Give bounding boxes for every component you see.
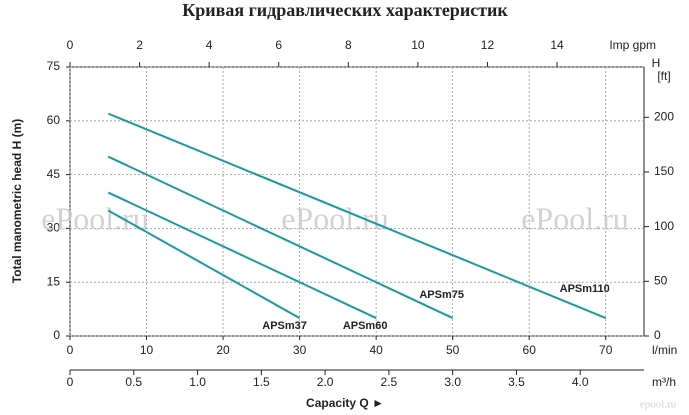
bottom2-tick-label: 1.5 xyxy=(253,375,270,389)
bottom2-tick-label: 0 xyxy=(67,375,74,389)
x-tick-label: 70 xyxy=(599,343,613,357)
x-tick-label: 60 xyxy=(523,343,537,357)
series-line xyxy=(107,191,377,319)
y-tick-label: 45 xyxy=(47,167,61,181)
top-tick-label: 4 xyxy=(206,38,213,52)
bottom2-tick-label: 2.5 xyxy=(381,375,398,389)
plot-frame xyxy=(69,66,645,337)
top-tick-label: 6 xyxy=(275,38,282,52)
top-tick-label: 14 xyxy=(550,38,564,52)
right-tick-label: 50 xyxy=(654,273,668,287)
bottom-axis2-label: m³/h xyxy=(652,375,676,389)
top-tick-label: 2 xyxy=(136,38,143,52)
top-tick-label: 10 xyxy=(411,38,425,52)
series-label: APSm110 xyxy=(560,283,610,295)
bottom2-tick-label: 3.5 xyxy=(508,375,525,389)
watermark: ePool.ru xyxy=(521,200,629,236)
x-tick-label: 20 xyxy=(216,343,230,357)
series-line xyxy=(107,155,454,319)
right-tick-label: 200 xyxy=(654,109,674,123)
x-tick-label: 30 xyxy=(293,343,307,357)
x-tick-label: 50 xyxy=(446,343,460,357)
x-tick-label: 40 xyxy=(369,343,383,357)
bottom2-tick-label: 0.5 xyxy=(125,375,142,389)
chart-title: Кривая гидравлических характеристик xyxy=(182,0,508,20)
x-unit-label: l/min xyxy=(652,343,677,357)
bottom2-tick-label: 1.0 xyxy=(189,375,206,389)
series-label: APSm60 xyxy=(343,320,388,332)
right-axis-label: H xyxy=(652,56,661,70)
x-axis-label: Capacity Q ► xyxy=(306,396,384,410)
series-label: APSm37 xyxy=(262,320,307,332)
bottom2-tick-label: 3.0 xyxy=(444,375,461,389)
y-axis-label: Total manometric head H (m) xyxy=(10,119,24,283)
top-tick-label: 8 xyxy=(345,38,352,52)
watermark: epool.ru xyxy=(640,399,677,411)
y-tick-label: 15 xyxy=(47,274,61,288)
bottom2-tick-label: 2.0 xyxy=(317,375,334,389)
watermark: ePool.ru xyxy=(41,200,149,236)
top-tick-label: 0 xyxy=(67,38,74,52)
y-tick-label: 0 xyxy=(53,328,60,342)
x-tick-label: 0 xyxy=(67,343,74,357)
series-label: APSm75 xyxy=(419,289,464,301)
right-tick-label: 0 xyxy=(654,328,661,342)
y-tick-label: 75 xyxy=(47,59,61,73)
x-tick-label: 10 xyxy=(140,343,154,357)
y-tick-label: 60 xyxy=(47,113,61,127)
right-tick-label: 100 xyxy=(654,219,674,233)
y-tick-label: 30 xyxy=(47,221,61,235)
series-line xyxy=(107,209,301,319)
right-axis-label: [ft] xyxy=(657,69,670,83)
top-axis-label: Imp gpm xyxy=(609,38,656,52)
top-tick-label: 12 xyxy=(481,38,495,52)
right-tick-label: 150 xyxy=(654,164,674,178)
series-line xyxy=(107,112,607,319)
bottom2-tick-label: 4.0 xyxy=(572,375,589,389)
